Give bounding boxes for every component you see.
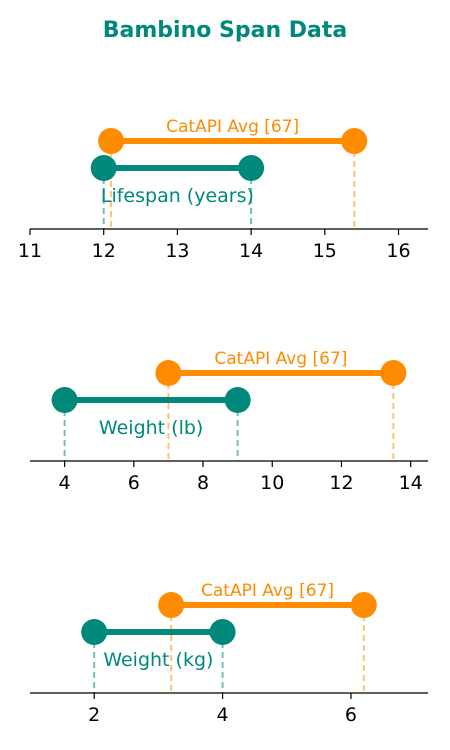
panel-1-tick-label-15: 15	[313, 240, 337, 262]
panel-2-tick-label-4: 4	[59, 472, 71, 494]
panel-3-tick-label-2: 2	[88, 704, 100, 726]
panel-1-avg-label: CatAPI Avg [67]	[166, 117, 299, 137]
panel-1-tick-label-14: 14	[239, 240, 263, 262]
panel-1-tick-label-16: 16	[386, 240, 410, 262]
panel-3-main-label: Weight (kg)	[103, 649, 213, 671]
panel-2-tick-label-12: 12	[329, 472, 353, 494]
panel-3-main-point-1	[209, 619, 236, 645]
panel-1-avg-point-1	[341, 128, 368, 154]
panel-2-tick-label-10: 10	[260, 472, 284, 494]
panel-2-main-label: Weight (lb)	[99, 417, 203, 439]
panel-1-tick-label-11: 11	[18, 240, 42, 262]
panel-2-avg-point-1	[380, 360, 407, 386]
panel-3-avg-point-0	[158, 592, 185, 618]
panel-2-avg-point-0	[155, 360, 182, 386]
panel-2-tick-label-8: 8	[197, 472, 209, 494]
panel-2-tick-label-6: 6	[128, 472, 140, 494]
panel-1-avg-point-0	[98, 128, 125, 154]
panel-1-main-label: Lifespan (years)	[101, 185, 254, 207]
panel-2-main-point-0	[51, 387, 78, 413]
panel-3-main-point-0	[81, 619, 108, 645]
chart-title: Bambino Span Data	[102, 18, 348, 43]
panel-2-tick-label-14: 14	[399, 472, 423, 494]
panel-3-avg-point-1	[350, 592, 377, 618]
panel-1-tick-label-12: 12	[92, 240, 116, 262]
panel-3-tick-label-6: 6	[345, 704, 357, 726]
panel-3-avg-label: CatAPI Avg [67]	[201, 581, 334, 601]
panel-3-tick-label-4: 4	[217, 704, 229, 726]
panel-1-main-point-0	[90, 155, 117, 181]
panel-2-main-point-1	[224, 387, 251, 413]
panel-2-avg-label: CatAPI Avg [67]	[214, 349, 347, 369]
panel-1-main-point-1	[238, 155, 265, 181]
panel-1-tick-label-13: 13	[165, 240, 189, 262]
